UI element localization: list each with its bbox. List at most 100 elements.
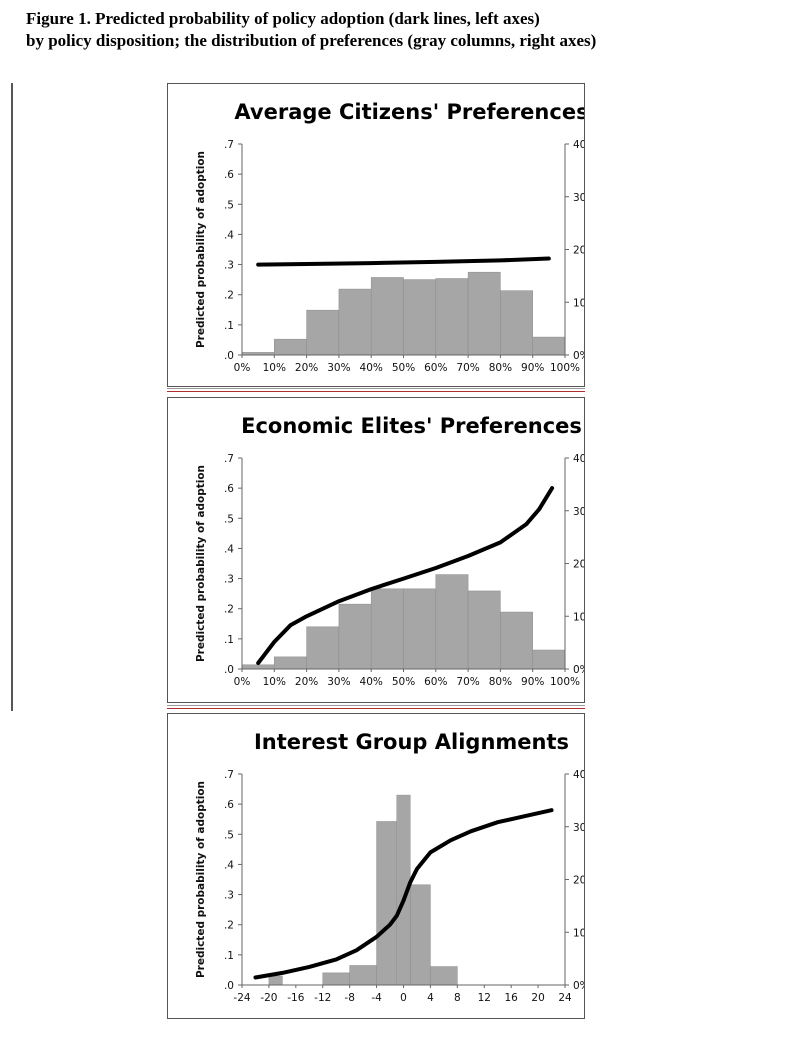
histogram-bar <box>306 309 340 356</box>
x-tick-label: 30% <box>327 362 350 374</box>
x-tick-label: 20% <box>295 676 318 688</box>
histogram-bar <box>403 588 437 670</box>
left-tick-label: .3 <box>224 260 234 272</box>
left-tick-label: .1 <box>224 634 234 646</box>
left-tick-label: .6 <box>224 483 234 495</box>
histogram-bar <box>409 884 431 986</box>
x-tick-label: 10% <box>263 676 286 688</box>
chart-frame: Interest Group Alignments .0 .1 .2 .3 .4 .5 .6.… <box>167 713 585 1019</box>
chart-title: Economic Elites' Preferences <box>241 414 582 438</box>
x-tick-label: 80% <box>489 676 512 688</box>
right-tick-label: 40% <box>573 769 584 781</box>
left-tick-label: .3 <box>224 574 234 586</box>
right-tick-label: 40% <box>573 453 584 465</box>
right-tick-label: 10% <box>573 611 584 623</box>
x-tick-label: 40% <box>360 362 383 374</box>
left-tick-label: .5 <box>224 513 234 525</box>
left-tick-label: .2 <box>224 290 234 302</box>
histogram-bar <box>435 574 469 670</box>
right-tick-label: 20% <box>573 245 584 257</box>
histogram-bar <box>274 338 307 356</box>
left-axis-title: Predicted probability of adoption <box>195 465 207 662</box>
left-tick-label: .4 <box>224 859 234 871</box>
caption-line-1: Figure 1. Predicted probability of polic… <box>26 9 540 28</box>
left-tick-label: .1 <box>224 320 234 332</box>
x-tick-label: 90% <box>521 676 544 688</box>
left-tick-label: .4 <box>224 229 234 241</box>
x-tick-label: -12 <box>314 992 331 1004</box>
right-tick-label: 0% <box>573 350 584 362</box>
x-tick-label: 60% <box>424 362 447 374</box>
histogram-bar <box>349 965 377 986</box>
right-tick-label: 30% <box>573 192 584 204</box>
x-tick-label: 80% <box>489 362 512 374</box>
right-tick-label: 10% <box>573 927 584 939</box>
histogram-bar <box>532 649 566 670</box>
left-tick-label: .0 <box>224 980 234 992</box>
x-tick-label: 100% <box>550 362 580 374</box>
histogram-bar <box>532 336 566 356</box>
x-tick-label: -20 <box>260 992 277 1004</box>
histogram-bar <box>306 626 340 670</box>
left-tick-label: .1 <box>224 950 234 962</box>
chart-frame: Economic Elites' Preferences .0 .1 .2 .3 .4 .5… <box>167 397 585 703</box>
histogram-bar <box>338 603 372 670</box>
x-tick-label: 4 <box>427 992 434 1004</box>
probability-line <box>256 256 551 267</box>
left-tick-label: .2 <box>224 920 234 932</box>
histogram-bar <box>403 279 437 356</box>
x-tick-label: 70% <box>456 676 479 688</box>
panel-separator <box>167 705 585 709</box>
right-tick-label: 20% <box>573 559 584 571</box>
chart-economic-elites: Economic Elites' Preferences .0 .1 .2 .3 .4 .5… <box>195 414 584 688</box>
x-tick-label: 40% <box>360 676 383 688</box>
histogram-bar <box>467 590 501 670</box>
left-tick-label: .3 <box>224 890 234 902</box>
x-tick-label: -24 <box>233 992 250 1004</box>
caption-line-2: by policy disposition; the distribution … <box>26 31 597 50</box>
panel-separator <box>167 388 585 392</box>
left-tick-label: .2 <box>224 604 234 616</box>
right-tick-label: 10% <box>573 297 584 309</box>
histogram-bar <box>376 821 398 986</box>
x-tick-label: 60% <box>424 676 447 688</box>
histogram-bar <box>370 277 404 356</box>
left-axis-title: Predicted probability of adoption <box>195 781 207 978</box>
x-tick-label: 24 <box>558 992 572 1004</box>
chart-frame: Average Citizens' Preferences .0 .1 .2 .3 .4.… <box>167 83 585 387</box>
histogram-bar <box>268 975 283 986</box>
probability-line <box>253 808 554 980</box>
chart-title: Interest Group Alignments <box>254 730 569 754</box>
left-tick-label: .6 <box>224 169 234 181</box>
x-tick-label: 90% <box>521 362 544 374</box>
histogram-bar <box>435 278 469 356</box>
right-tick-label: 30% <box>573 506 584 518</box>
x-tick-label: 50% <box>392 676 415 688</box>
left-tick-label: .0 <box>224 664 234 676</box>
right-tick-label: 0% <box>573 664 584 676</box>
chart-interest-groups: Interest Group Alignments .0 .1 .2 .3 .4 .5 .6.… <box>195 730 584 1004</box>
x-tick-label: 70% <box>456 362 479 374</box>
x-tick-label: -8 <box>344 992 354 1004</box>
left-tick-label: .7 <box>224 139 234 151</box>
right-tick-label: 30% <box>573 822 584 834</box>
histogram-bar <box>500 611 533 670</box>
left-tick-label: .0 <box>224 350 234 362</box>
histogram-bar <box>274 656 307 670</box>
left-tick-label: .7 <box>224 769 234 781</box>
left-margin-rule <box>11 83 13 711</box>
left-tick-label: .4 <box>224 543 234 555</box>
histogram-bar <box>430 966 458 986</box>
histogram-bar <box>467 271 501 356</box>
histogram-bar <box>338 288 372 356</box>
x-tick-label: 50% <box>392 362 415 374</box>
x-tick-label: 0% <box>234 676 251 688</box>
chart-title: Average Citizens' Preferences <box>234 100 584 124</box>
left-tick-label: .7 <box>224 453 234 465</box>
x-tick-label: 8 <box>454 992 461 1004</box>
figure-caption: Figure 1. Predicted probability of polic… <box>26 8 786 52</box>
right-tick-label: 20% <box>573 875 584 887</box>
x-tick-label: -16 <box>287 992 304 1004</box>
x-tick-label: 16 <box>504 992 518 1004</box>
left-tick-label: .5 <box>224 199 234 211</box>
